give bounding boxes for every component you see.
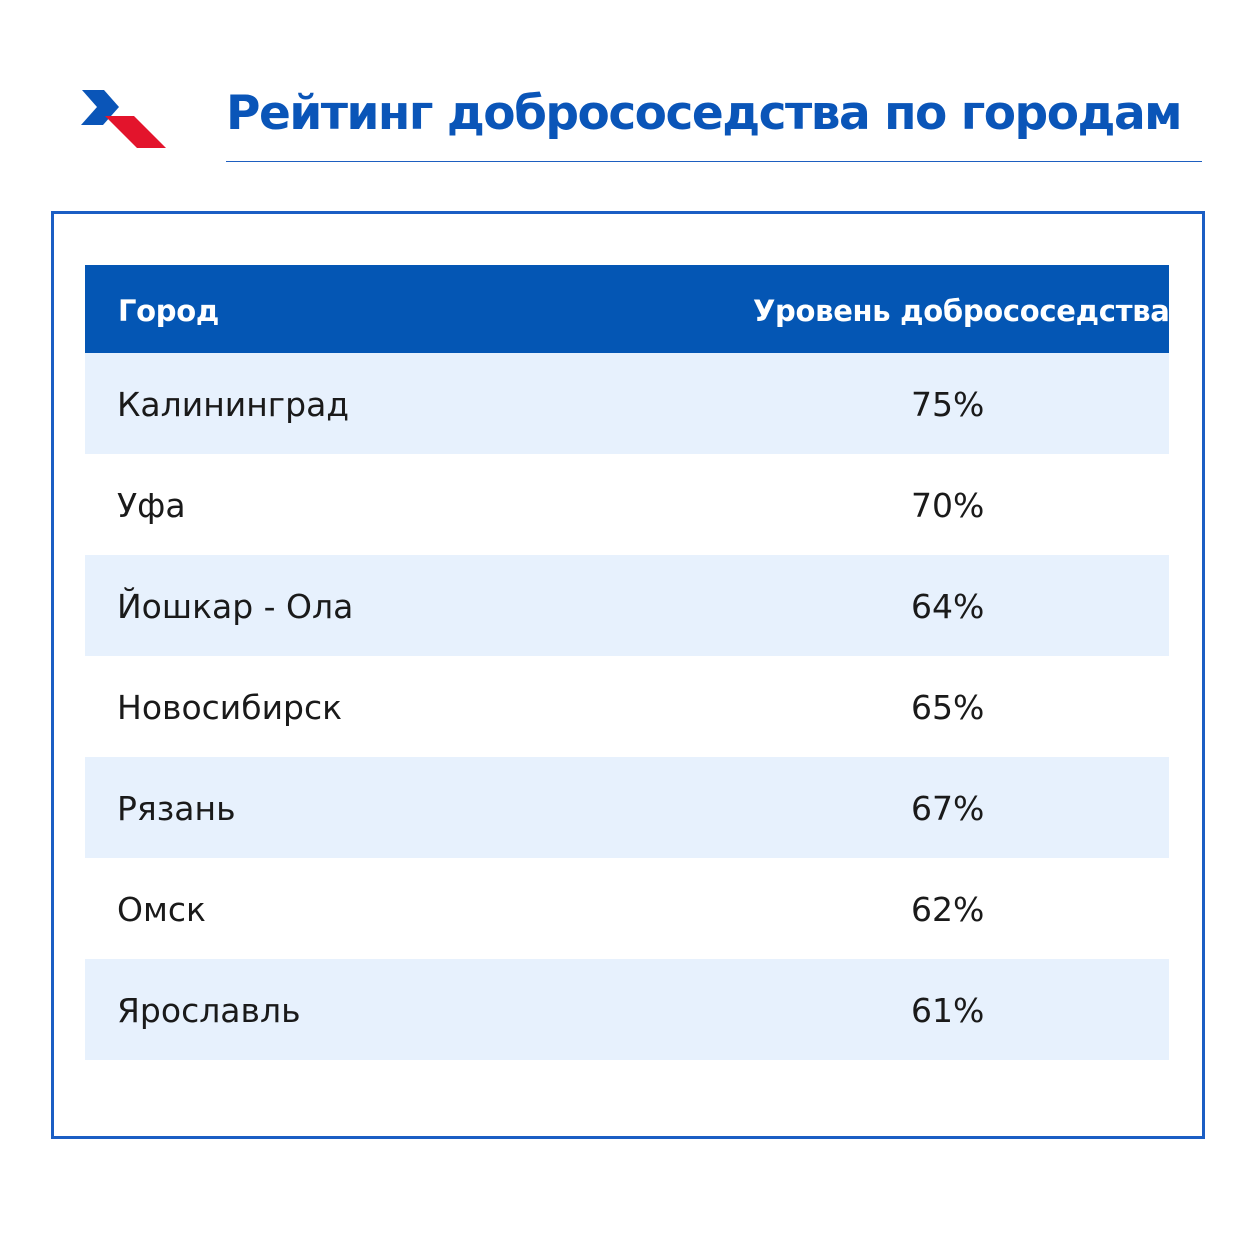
- level-cell: 64%: [911, 587, 985, 626]
- level-cell: 62%: [911, 890, 985, 929]
- level-cell: 70%: [911, 486, 985, 525]
- table-row: Омск 62%: [85, 858, 1169, 959]
- column-header-city: Город: [118, 294, 220, 328]
- table-row: Йошкар - Ола 64%: [85, 555, 1169, 656]
- table-row: Калининград 75%: [85, 353, 1169, 454]
- level-cell: 61%: [911, 991, 985, 1030]
- city-cell: Калининград: [117, 385, 350, 424]
- column-header-level: Уровень добрососедства: [753, 294, 1170, 328]
- level-cell: 65%: [911, 688, 985, 727]
- city-cell: Йошкар - Ола: [117, 587, 354, 626]
- rating-table: Город Уровень добрососедства Калининград…: [85, 265, 1170, 1060]
- level-cell: 75%: [911, 385, 985, 424]
- table-header-row: Город Уровень добрососедства: [85, 265, 1170, 353]
- table-row: Рязань 67%: [85, 757, 1169, 858]
- table-row: Новосибирск 65%: [85, 656, 1169, 757]
- table-row: Уфа 70%: [85, 454, 1169, 555]
- chevron-flag-logo-icon: [65, 72, 166, 148]
- city-cell: Омск: [117, 890, 206, 929]
- table-row: Ярославль 61%: [85, 959, 1169, 1060]
- level-cell: 67%: [911, 789, 985, 828]
- city-cell: Уфа: [117, 486, 186, 525]
- city-cell: Ярославль: [117, 991, 301, 1030]
- page-title: Рейтинг добрососедства по городам: [226, 86, 1183, 141]
- title-divider: [226, 161, 1202, 162]
- city-cell: Новосибирск: [117, 688, 343, 727]
- city-cell: Рязань: [117, 789, 236, 828]
